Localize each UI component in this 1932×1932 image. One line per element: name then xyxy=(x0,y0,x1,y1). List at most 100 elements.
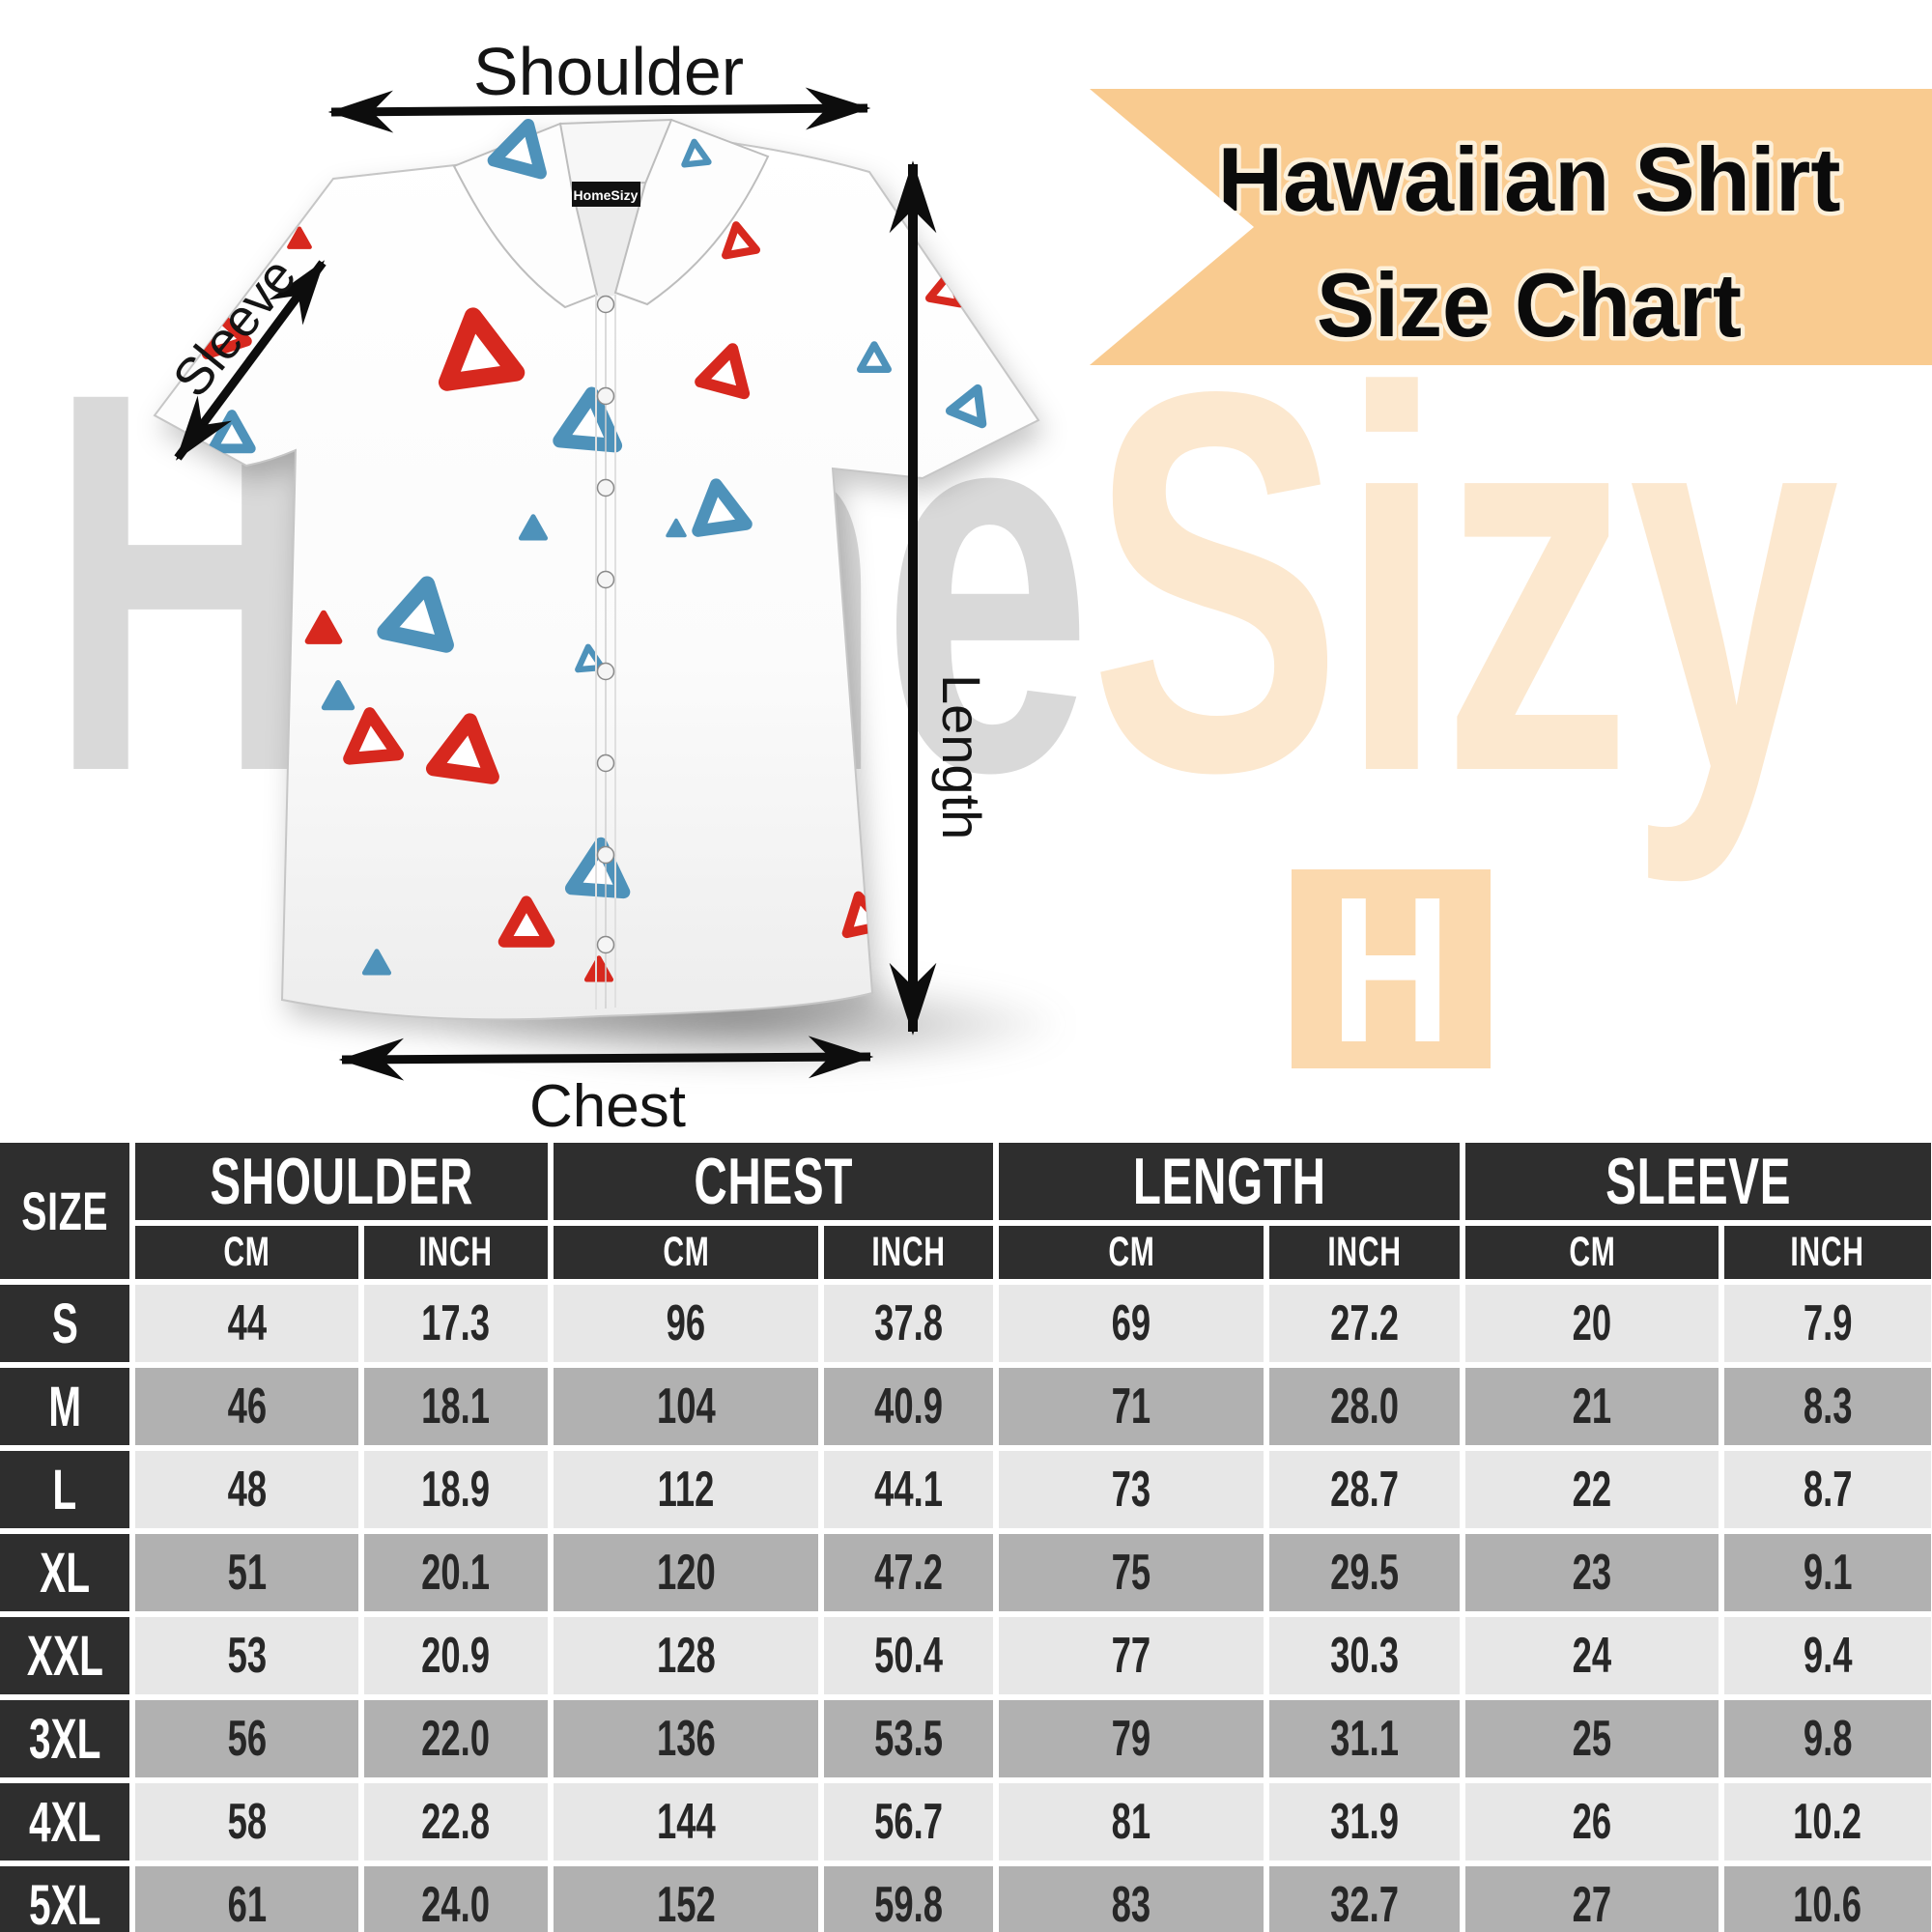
table-value-cell: 37.8 xyxy=(824,1285,993,1362)
table-value-cell: 28.7 xyxy=(1269,1451,1460,1528)
table-value-cell: 79 xyxy=(999,1700,1264,1777)
unit-header-inch: INCH xyxy=(824,1226,993,1279)
shirt-neck-opening xyxy=(572,184,645,298)
shirt-collar xyxy=(452,119,770,309)
collar-brand-tag-text: HomeSizy xyxy=(574,187,639,203)
table-value-cell: 9.1 xyxy=(1724,1534,1931,1611)
table-value-cell: 44.1 xyxy=(824,1451,993,1528)
table-header-length: LENGTH xyxy=(999,1143,1460,1220)
brand-h-letter: H xyxy=(1330,852,1452,1086)
table-value-cell: 23 xyxy=(1465,1534,1719,1611)
table-value-cell: 31.9 xyxy=(1269,1783,1460,1861)
table-value-cell: 26 xyxy=(1465,1783,1719,1861)
table-value-cell: 22.8 xyxy=(364,1783,548,1861)
sleeve-arrow xyxy=(174,260,327,461)
measurement-arrows xyxy=(174,87,937,1081)
unit-header-inch: INCH xyxy=(1269,1226,1460,1279)
table-value-cell: 56.7 xyxy=(824,1783,993,1861)
hawaiian-shirt-illustration: HomeSizy xyxy=(154,97,1039,1021)
table-value-cell: 8.3 xyxy=(1724,1368,1931,1445)
unit-header-inch: INCH xyxy=(1724,1226,1931,1279)
row-size-4xl: 4XL xyxy=(0,1783,129,1861)
table-value-cell: 152 xyxy=(554,1866,818,1932)
watermark-sizy: Sizy xyxy=(1089,279,1839,884)
table-value-cell: 27.2 xyxy=(1269,1285,1460,1362)
table-value-cell: 18.9 xyxy=(364,1451,548,1528)
shoulder-arrow xyxy=(327,87,871,133)
table-value-cell: 8.7 xyxy=(1724,1451,1931,1528)
unit-header-inch: INCH xyxy=(364,1226,548,1279)
table-value-cell: 58 xyxy=(135,1783,358,1861)
table-value-cell: 20 xyxy=(1465,1285,1719,1362)
table-value-cell: 50.4 xyxy=(824,1617,993,1694)
row-size-xxl: XXL xyxy=(0,1617,129,1694)
table-value-cell: 144 xyxy=(554,1783,818,1861)
table-value-cell: 96 xyxy=(554,1285,818,1362)
table-value-cell: 9.4 xyxy=(1724,1617,1931,1694)
table-value-cell: 71 xyxy=(999,1368,1264,1445)
table-value-cell: 22 xyxy=(1465,1451,1719,1528)
banner-title-line1: Hawaiian Shirt xyxy=(1218,128,1841,230)
table-value-cell: 128 xyxy=(554,1617,818,1694)
unit-header-cm: CM xyxy=(999,1226,1264,1279)
table-value-cell: 10.6 xyxy=(1724,1866,1931,1932)
row-size-5xl: 5XL xyxy=(0,1866,129,1932)
table-value-cell: 73 xyxy=(999,1451,1264,1528)
table-value-cell: 20.1 xyxy=(364,1534,548,1611)
table-value-cell: 61 xyxy=(135,1866,358,1932)
table-value-cell: 10.2 xyxy=(1724,1783,1931,1861)
table-value-cell: 21 xyxy=(1465,1368,1719,1445)
table-value-cell: 40.9 xyxy=(824,1368,993,1445)
table-value-cell: 27 xyxy=(1465,1866,1719,1932)
table-value-cell: 47.2 xyxy=(824,1534,993,1611)
table-value-cell: 51 xyxy=(135,1534,358,1611)
table-value-cell: 31.1 xyxy=(1269,1700,1460,1777)
table-header-size: SIZE xyxy=(0,1143,129,1279)
chest-measure-label: Chest xyxy=(529,1073,686,1140)
table-header-sleeve: SLEEVE xyxy=(1465,1143,1931,1220)
table-value-cell: 20.9 xyxy=(364,1617,548,1694)
table-value-cell: 7.9 xyxy=(1724,1285,1931,1362)
table-value-cell: 24 xyxy=(1465,1617,1719,1694)
row-size-m: M xyxy=(0,1368,129,1445)
table-value-cell: 83 xyxy=(999,1866,1264,1932)
table-value-cell: 75 xyxy=(999,1534,1264,1611)
row-size-3xl: 3XL xyxy=(0,1700,129,1777)
chest-arrow xyxy=(338,1036,874,1081)
shirt-placket xyxy=(595,295,616,1009)
table-value-cell: 9.8 xyxy=(1724,1700,1931,1777)
table-header-chest: CHEST xyxy=(554,1143,993,1220)
table-value-cell: 56 xyxy=(135,1700,358,1777)
title-banner-text: Hawaiian Shirt Size Chart xyxy=(1213,125,1845,360)
unit-header-cm: CM xyxy=(554,1226,818,1279)
table-header-shoulder: SHOULDER xyxy=(135,1143,548,1220)
row-size-s: S xyxy=(0,1285,129,1362)
table-value-cell: 81 xyxy=(999,1783,1264,1861)
banner-title-line2: Size Chart xyxy=(1317,254,1742,355)
table-value-cell: 69 xyxy=(999,1285,1264,1362)
table-value-cell: 28.0 xyxy=(1269,1368,1460,1445)
table-value-cell: 24.0 xyxy=(364,1866,548,1932)
unit-header-cm: CM xyxy=(135,1226,358,1279)
table-value-cell: 22.0 xyxy=(364,1700,548,1777)
table-value-cell: 18.1 xyxy=(364,1368,548,1445)
table-value-cell: 46 xyxy=(135,1368,358,1445)
unit-header-cm: CM xyxy=(1465,1226,1719,1279)
size-chart-table: SIZE SHOULDER CM INCH CHEST CM INCH LENGTH CM IN… xyxy=(0,1143,1932,1932)
table-value-cell: 104 xyxy=(554,1368,818,1445)
table-value-cell: 30.3 xyxy=(1269,1617,1460,1694)
table-value-cell: 32.7 xyxy=(1269,1866,1460,1932)
length-measure-label: Length xyxy=(931,674,992,840)
table-value-cell: 136 xyxy=(554,1700,818,1777)
table-value-cell: 25 xyxy=(1465,1700,1719,1777)
table-value-cell: 48 xyxy=(135,1451,358,1528)
table-value-cell: 44 xyxy=(135,1285,358,1362)
table-value-cell: 53 xyxy=(135,1617,358,1694)
brand-h-logo: H xyxy=(1292,866,1491,1073)
table-value-cell: 53.5 xyxy=(824,1700,993,1777)
table-value-cell: 59.8 xyxy=(824,1866,993,1932)
table-value-cell: 77 xyxy=(999,1617,1264,1694)
table-value-cell: 112 xyxy=(554,1451,818,1528)
table-value-cell: 120 xyxy=(554,1534,818,1611)
